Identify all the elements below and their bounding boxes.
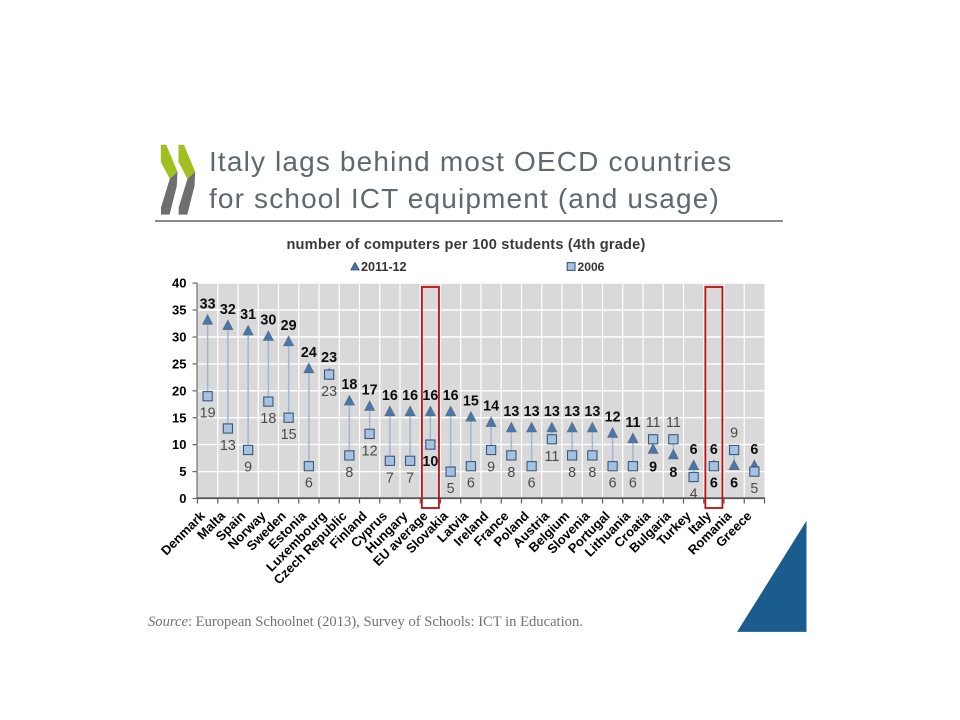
svg-text:24: 24 [301,345,317,361]
svg-text:13: 13 [584,404,600,420]
svg-text:6: 6 [609,476,617,492]
svg-text:19: 19 [200,406,216,422]
svg-text:number of computers per 100 st: number of computers per 100 students (4t… [286,237,645,253]
svg-text:6: 6 [710,476,718,492]
svg-text:11: 11 [625,415,640,431]
svg-text:8: 8 [588,465,596,481]
svg-text:5: 5 [750,481,758,497]
svg-text:30: 30 [172,330,186,345]
svg-text:9: 9 [730,426,738,442]
svg-text:8: 8 [345,465,353,481]
svg-text:9: 9 [244,460,252,476]
svg-text:8: 8 [568,465,576,481]
svg-text:2006: 2006 [578,260,605,274]
svg-text:13: 13 [220,438,236,454]
svg-text:32: 32 [220,302,236,318]
svg-text:4: 4 [690,487,698,503]
svg-text:15: 15 [463,393,479,409]
svg-text:13: 13 [524,404,540,420]
svg-text:8: 8 [669,465,677,481]
svg-text:15: 15 [281,427,297,443]
svg-text:16: 16 [402,388,418,404]
svg-text:6: 6 [528,476,536,492]
svg-text:13: 13 [564,404,580,420]
svg-text:9: 9 [487,460,495,476]
svg-text:16: 16 [382,388,398,404]
svg-text:10: 10 [422,454,438,470]
svg-text:6: 6 [467,476,475,492]
svg-text:11: 11 [666,415,681,431]
svg-text:23: 23 [321,350,337,366]
svg-text:31: 31 [240,307,256,323]
svg-text:30: 30 [260,313,276,329]
svg-text:2011-12: 2011-12 [361,260,407,274]
svg-text:12: 12 [605,410,621,426]
svg-text:9: 9 [649,460,657,476]
svg-text:14: 14 [483,399,499,415]
svg-text:6: 6 [305,476,313,492]
svg-text:6: 6 [629,476,637,492]
svg-text:29: 29 [281,318,297,334]
svg-text:11: 11 [544,449,559,465]
svg-text:13: 13 [503,404,519,420]
svg-text:18: 18 [341,377,357,393]
svg-text:20: 20 [172,383,186,398]
svg-text:16: 16 [422,388,438,404]
svg-text:11: 11 [646,415,661,431]
svg-text:40: 40 [172,276,186,291]
svg-text:33: 33 [200,296,216,312]
svg-text:6: 6 [730,476,738,492]
svg-text:10: 10 [172,437,186,452]
svg-text:23: 23 [321,384,337,400]
svg-text:18: 18 [260,411,276,427]
svg-text:25: 25 [172,357,186,372]
svg-text:6: 6 [690,442,698,458]
svg-text:8: 8 [507,465,515,481]
svg-text:5: 5 [179,464,186,479]
svg-text:7: 7 [406,470,414,486]
svg-text:6: 6 [710,442,718,458]
svg-text:16: 16 [443,388,459,404]
svg-text:17: 17 [362,383,378,399]
svg-text:5: 5 [447,481,455,497]
svg-text:12: 12 [362,443,378,459]
svg-text:0: 0 [179,491,186,506]
svg-text:35: 35 [172,303,186,318]
svg-text:6: 6 [750,442,758,458]
svg-text:15: 15 [172,410,186,425]
svg-text:7: 7 [386,470,394,486]
svg-text:13: 13 [544,404,560,420]
